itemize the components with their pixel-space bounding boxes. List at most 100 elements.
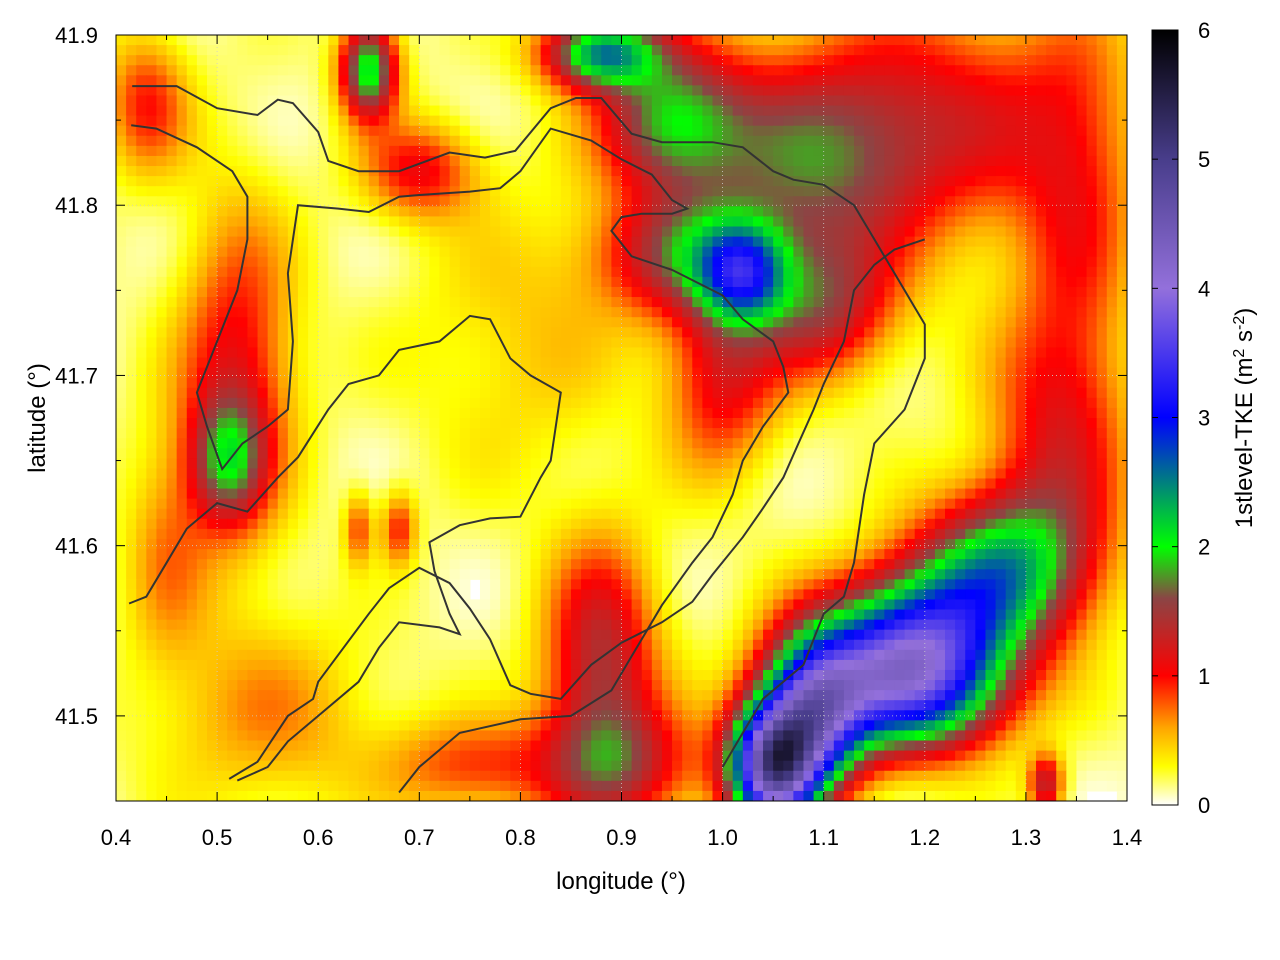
heatmap-cell [833, 85, 845, 97]
heatmap-cell [1025, 347, 1037, 359]
heatmap-cell [237, 357, 249, 369]
heatmap-cell [247, 367, 259, 379]
heatmap-cell [692, 397, 703, 409]
heatmap-cell [843, 286, 855, 298]
heatmap-cell [854, 216, 865, 228]
heatmap-cell [297, 498, 309, 510]
heatmap-cell [540, 236, 552, 248]
heatmap-cell [429, 397, 441, 409]
heatmap-cell [297, 448, 309, 459]
heatmap-cell [399, 155, 410, 167]
heatmap-cell [1096, 75, 1108, 86]
heatmap-cell [469, 35, 481, 46]
heatmap-cell [773, 65, 784, 76]
heatmap-cell [217, 428, 228, 439]
heatmap-cell [136, 297, 147, 308]
heatmap-cell [884, 266, 896, 278]
heatmap-cell [479, 256, 491, 268]
heatmap-cell [692, 176, 703, 187]
heatmap-cell [237, 407, 249, 419]
heatmap-cell [520, 397, 532, 409]
heatmap-cell [378, 418, 390, 429]
heatmap-cell [469, 176, 481, 187]
heatmap-cell [621, 347, 633, 359]
heatmap-cell [773, 458, 784, 469]
heatmap-cell [945, 186, 956, 197]
heatmap-cell [146, 428, 158, 439]
heatmap-cell [843, 216, 855, 228]
heatmap-cell [1005, 407, 1017, 419]
heatmap-cell [884, 297, 896, 308]
heatmap-cell [196, 508, 208, 520]
heatmap-cell [348, 105, 360, 117]
heatmap-cell [500, 155, 511, 167]
heatmap-cell [358, 367, 370, 379]
heatmap-cell [176, 216, 188, 228]
heatmap-cell [439, 377, 451, 389]
heatmap-cell [1106, 256, 1118, 268]
heatmap-cell [641, 327, 653, 338]
heatmap-cell [510, 448, 521, 459]
heatmap-cell [1036, 176, 1047, 187]
heatmap-cell [1036, 418, 1047, 429]
heatmap-cell [611, 347, 623, 359]
heatmap-cell [1086, 377, 1098, 389]
heatmap-cell [449, 216, 461, 228]
heatmap-cell [651, 528, 663, 540]
heatmap-cell [995, 488, 1007, 500]
heatmap-cell [1005, 418, 1017, 429]
heatmap-cell [560, 518, 572, 530]
heatmap-cell [803, 206, 815, 218]
heatmap-cell [823, 317, 835, 328]
heatmap-cell [237, 55, 249, 66]
heatmap-cell [591, 518, 602, 530]
heatmap-cell [884, 418, 896, 429]
heatmap-cell [439, 85, 451, 97]
heatmap-cell [176, 347, 188, 359]
heatmap-cell [459, 387, 471, 399]
heatmap-cell [742, 75, 754, 86]
heatmap-cell [318, 65, 329, 76]
heatmap-cell [570, 498, 582, 510]
heatmap-cell [874, 55, 885, 66]
heatmap-cell [975, 377, 987, 389]
heatmap-cell [813, 276, 825, 288]
heatmap-cell [116, 347, 127, 359]
heatmap-cell [773, 508, 784, 520]
heatmap-cell [1096, 45, 1108, 56]
heatmap-cell [267, 166, 279, 177]
heatmap-cell [429, 498, 441, 510]
heatmap-cell [1046, 206, 1057, 218]
heatmap-cell [682, 327, 693, 338]
heatmap-cell [217, 55, 228, 66]
heatmap-cell [560, 65, 572, 76]
heatmap-cell [661, 428, 673, 439]
heatmap-cell [429, 518, 441, 530]
heatmap-cell [1025, 508, 1037, 520]
heatmap-cell [560, 226, 572, 238]
heatmap-cell [479, 377, 491, 389]
heatmap-cell [874, 186, 885, 197]
heatmap-cell [176, 327, 188, 338]
heatmap-cell [560, 196, 572, 207]
heatmap-cell [267, 216, 279, 228]
heatmap-cell [1056, 448, 1067, 459]
heatmap-cell [813, 166, 825, 177]
heatmap-cell [1015, 458, 1027, 469]
heatmap-cell [884, 155, 896, 167]
heatmap-cell [328, 196, 340, 207]
heatmap-cell [874, 216, 885, 228]
heatmap-cell [651, 45, 663, 56]
heatmap-cell [570, 307, 582, 318]
heatmap-cell [287, 508, 299, 520]
heatmap-cell [277, 317, 289, 328]
heatmap-cell [126, 125, 137, 137]
heatmap-cell [449, 488, 461, 500]
heatmap-cell [945, 528, 956, 540]
heatmap-cell [479, 337, 491, 349]
heatmap-cell [742, 135, 754, 147]
heatmap-cell [186, 256, 198, 268]
heatmap-cell [874, 196, 885, 207]
heatmap-cell [570, 397, 582, 409]
heatmap-cell [439, 186, 451, 197]
